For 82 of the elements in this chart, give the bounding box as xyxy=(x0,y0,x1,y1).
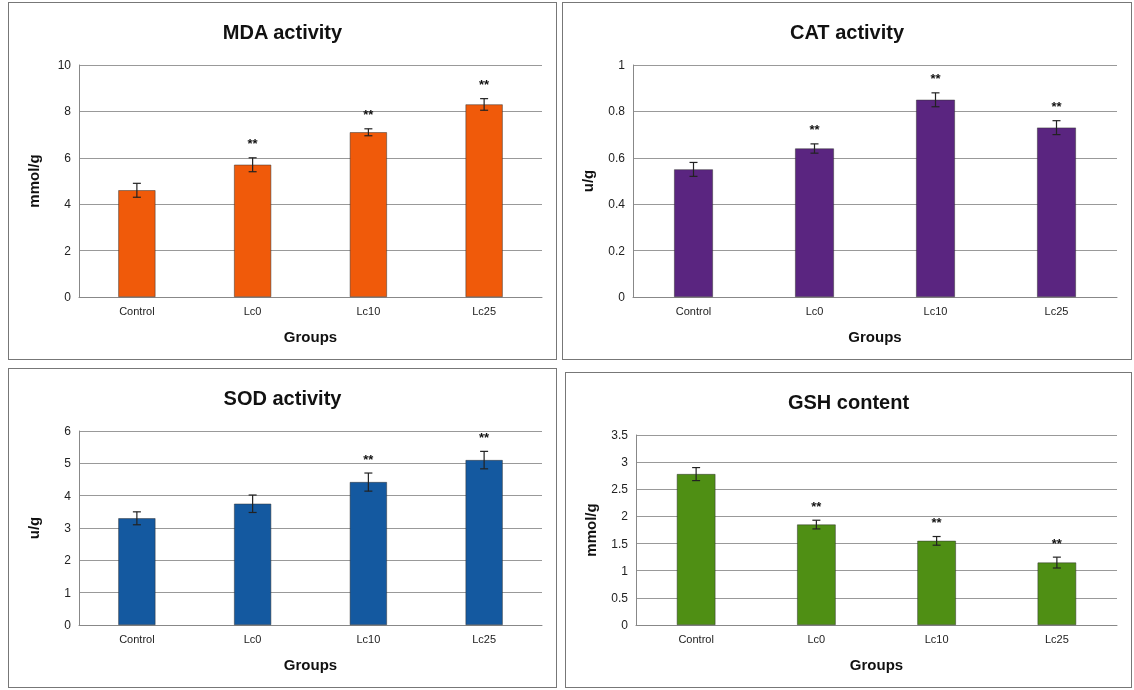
x-tick-label: Control xyxy=(678,632,714,645)
chart-title: GSH content xyxy=(787,391,910,413)
bar xyxy=(349,482,387,625)
y-tick-label: 10 xyxy=(57,58,72,72)
y-tick-label: 2 xyxy=(621,509,629,524)
x-tick-label: Lc0 xyxy=(243,304,262,317)
x-axis-title: Groups xyxy=(283,328,338,345)
x-axis-title: Groups xyxy=(849,656,904,673)
y-tick-label: 0 xyxy=(64,290,72,304)
y-tick-label: 1 xyxy=(621,563,629,578)
bar xyxy=(916,99,955,297)
y-tick-label: 0.5 xyxy=(611,590,629,605)
bar xyxy=(797,524,836,625)
y-tick-label: 1 xyxy=(64,585,72,600)
y-axis-title: mmol/g xyxy=(25,154,42,208)
chart-title: MDA activity xyxy=(222,21,344,43)
bar xyxy=(674,169,713,297)
annotation: ** xyxy=(247,136,259,152)
y-tick-label: 3.5 xyxy=(611,428,629,442)
y-tick-label: 5 xyxy=(64,456,72,471)
x-tick-label: Lc10 xyxy=(356,304,381,317)
annotation: ** xyxy=(363,451,375,467)
y-axis-title: mmol/g xyxy=(582,503,599,557)
y-tick-label: 6 xyxy=(64,424,72,438)
chart-title: SOD activity xyxy=(223,387,343,409)
y-tick-label: 8 xyxy=(64,104,72,119)
y-tick-label: 1.5 xyxy=(611,536,629,551)
annotation: ** xyxy=(809,122,821,138)
bar xyxy=(465,104,503,297)
x-tick-label: Lc0 xyxy=(243,632,262,645)
annotation: ** xyxy=(479,429,491,445)
x-axis-title: Groups xyxy=(848,328,902,345)
y-tick-label: 4 xyxy=(64,197,72,212)
annotation: ** xyxy=(811,498,823,514)
x-tick-label: Lc25 xyxy=(472,632,497,645)
y-tick-label: 2 xyxy=(64,243,72,258)
bar xyxy=(676,474,716,625)
annotation: ** xyxy=(363,107,375,123)
x-tick-label: Control xyxy=(119,632,155,645)
y-axis-title: u/g xyxy=(579,169,596,193)
x-tick-label: Control xyxy=(675,304,712,317)
y-tick-label: 0.8 xyxy=(608,104,626,119)
annotation: ** xyxy=(930,71,942,87)
x-axis-title: Groups xyxy=(283,656,338,673)
y-tick-label: 0 xyxy=(621,618,629,632)
y-tick-label: 2 xyxy=(64,553,72,568)
y-tick-label: 3 xyxy=(64,521,72,535)
x-tick-label: Control xyxy=(119,304,155,317)
y-tick-label: 1 xyxy=(618,58,626,72)
bar xyxy=(349,132,387,297)
bar xyxy=(118,190,156,297)
annotation: ** xyxy=(479,77,491,93)
y-tick-label: 4 xyxy=(64,488,72,503)
y-axis-title: u/g xyxy=(25,516,42,540)
y-tick-label: 2.5 xyxy=(611,482,629,497)
x-tick-label: Lc10 xyxy=(924,632,949,645)
y-tick-label: 6 xyxy=(64,150,72,165)
y-tick-label: 0 xyxy=(64,618,72,632)
y-tick-label: 0.2 xyxy=(608,243,626,258)
bar xyxy=(118,518,156,625)
x-tick-label: Lc10 xyxy=(923,304,948,317)
annotation: ** xyxy=(1051,535,1063,551)
x-tick-label: Lc10 xyxy=(356,632,381,645)
x-tick-label: Lc0 xyxy=(807,632,826,645)
y-tick-label: 3 xyxy=(621,455,629,470)
bar xyxy=(1037,127,1076,297)
bar xyxy=(234,503,272,625)
x-tick-label: Lc25 xyxy=(1044,304,1069,317)
y-tick-label: 0.6 xyxy=(608,150,626,165)
y-tick-label: 0 xyxy=(618,290,626,304)
x-tick-label: Lc25 xyxy=(472,304,497,317)
x-tick-label: Lc25 xyxy=(1044,632,1069,645)
bar xyxy=(795,148,834,297)
bar xyxy=(917,540,956,625)
y-tick-label: 0.4 xyxy=(608,197,626,212)
annotation: ** xyxy=(1051,99,1063,115)
x-tick-label: Lc0 xyxy=(805,304,824,317)
bar xyxy=(1037,562,1077,625)
chart-title: CAT activity xyxy=(789,21,905,43)
bar xyxy=(465,460,503,625)
annotation: ** xyxy=(931,515,943,531)
bar xyxy=(234,164,272,297)
